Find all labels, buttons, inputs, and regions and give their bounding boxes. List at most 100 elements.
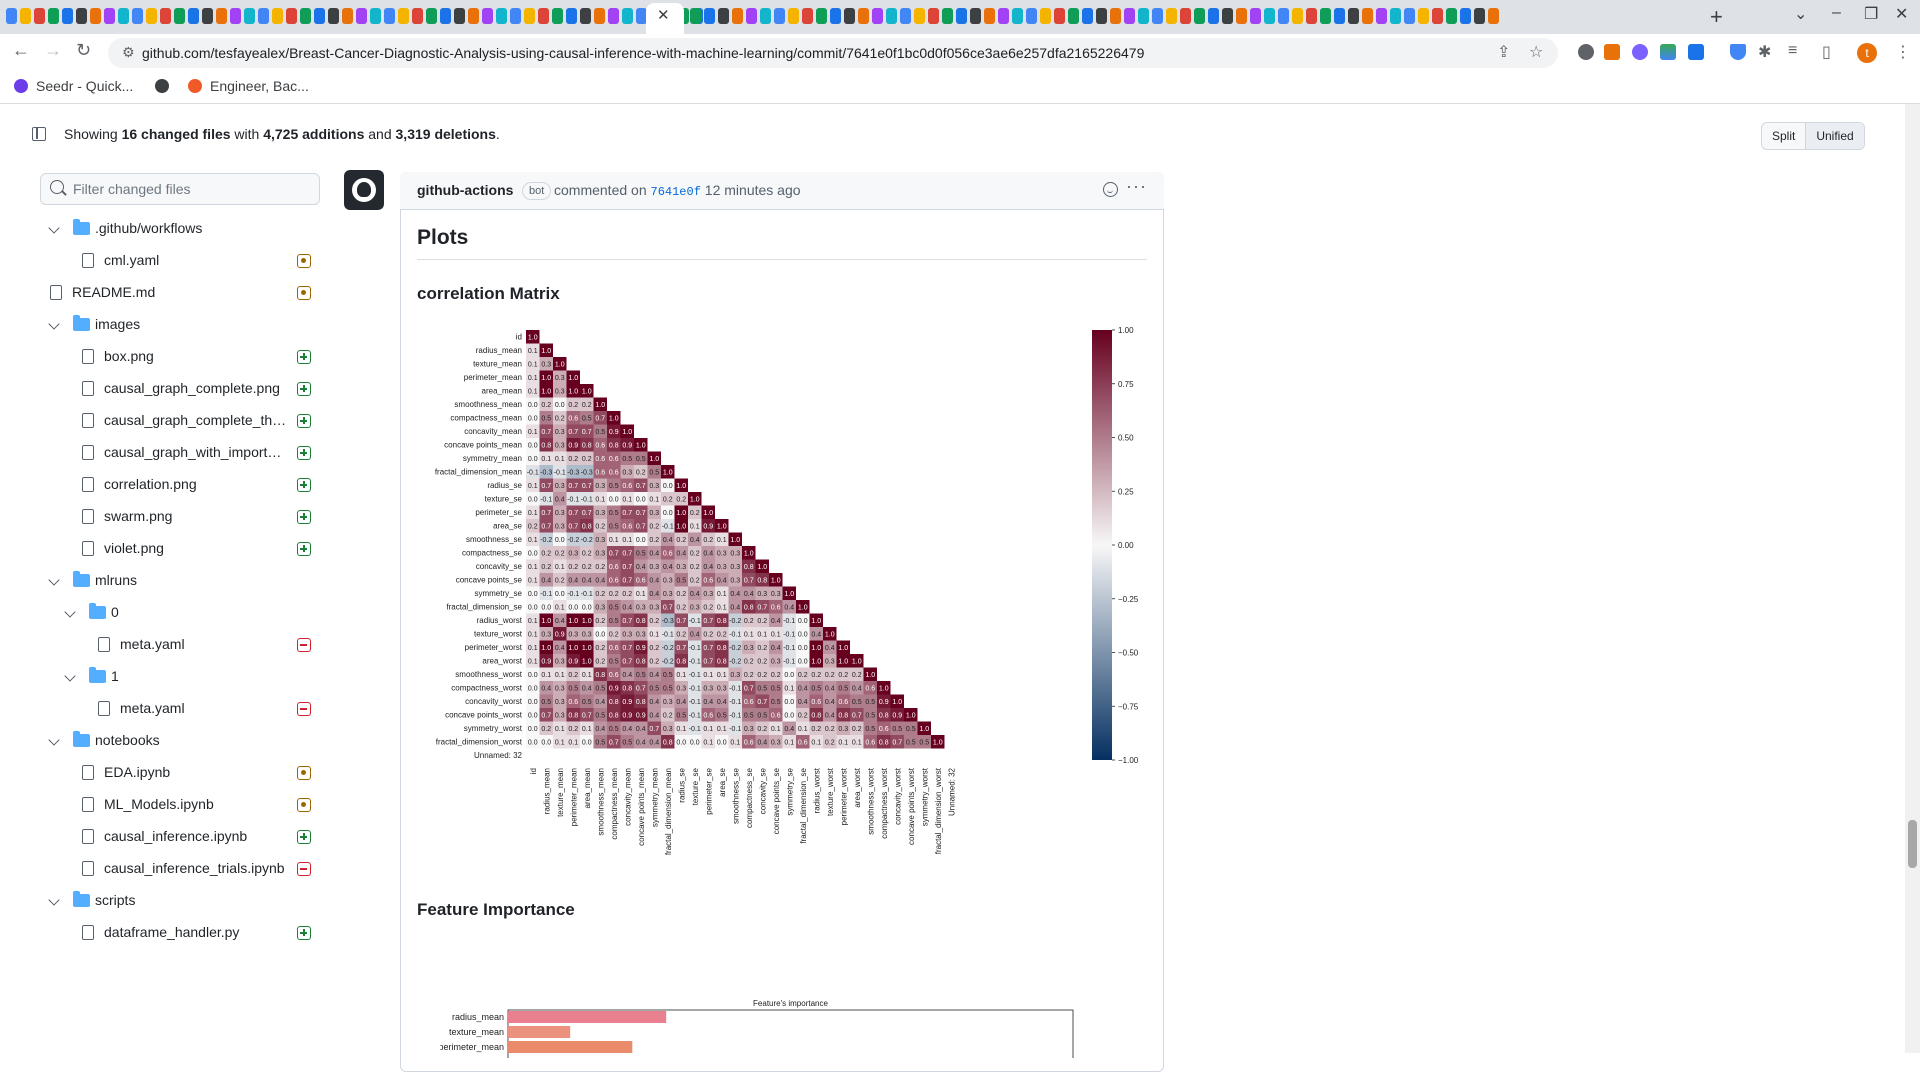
extension-icon[interactable] <box>1730 44 1746 60</box>
tab-favicon-icon[interactable] <box>704 8 715 24</box>
chevron-down-icon[interactable] <box>48 574 60 586</box>
tab-favicon-icon[interactable] <box>566 8 577 24</box>
tab-favicon-icon[interactable] <box>802 8 813 24</box>
tree-folder-row[interactable]: mlruns <box>40 571 320 594</box>
tree-file-row[interactable]: causal_graph_complete.png <box>40 380 320 402</box>
tree-file-row[interactable]: violet.png <box>40 540 320 562</box>
bookmark-item[interactable] <box>155 78 177 94</box>
tree-file-row[interactable]: causal_graph_with_import… <box>40 444 320 466</box>
tab-favicon-icon[interactable] <box>1124 8 1135 24</box>
tab-favicon-icon[interactable] <box>188 8 199 24</box>
tab-favicon-icon[interactable] <box>202 8 213 24</box>
tab-favicon-icon[interactable] <box>914 8 925 24</box>
tab-favicon-icon[interactable] <box>174 8 185 24</box>
tab-favicon-icon[interactable] <box>146 8 157 24</box>
tab-favicon-icon[interactable] <box>1054 8 1065 24</box>
tab-favicon-icon[interactable] <box>1334 8 1345 24</box>
commit-sha-link[interactable]: 7641e0f <box>650 185 701 199</box>
tab-favicon-icon[interactable] <box>1236 8 1247 24</box>
chevron-down-icon[interactable] <box>48 894 60 906</box>
tab-favicon-icon[interactable] <box>1096 8 1107 24</box>
tree-file-row[interactable]: correlation.png <box>40 476 320 498</box>
tab-favicon-icon[interactable] <box>760 8 771 24</box>
tab-favicon-icon[interactable] <box>426 8 437 24</box>
tab-favicon-icon[interactable] <box>258 8 269 24</box>
tree-file-row[interactable]: causal_inference.ipynb <box>40 828 320 850</box>
tab-favicon-icon[interactable] <box>1432 8 1443 24</box>
tab-favicon-icon[interactable] <box>1068 8 1079 24</box>
tab-favicon-icon[interactable] <box>636 8 647 24</box>
tab-favicon-icon[interactable] <box>300 8 311 24</box>
tab-favicon-icon[interactable] <box>970 8 981 24</box>
tab-favicon-icon[interactable] <box>718 8 729 24</box>
tab-favicon-icon[interactable] <box>1040 8 1051 24</box>
tab-favicon-icon[interactable] <box>1348 8 1359 24</box>
tab-favicon-icon[interactable] <box>398 8 409 24</box>
tab-favicon-icon[interactable] <box>272 8 283 24</box>
tab-favicon-icon[interactable] <box>816 8 827 24</box>
tab-favicon-icon[interactable] <box>90 8 101 24</box>
extension-icon[interactable] <box>1688 44 1704 60</box>
tab-search-icon[interactable]: ⌄ <box>1794 6 1808 23</box>
tab-favicon-icon[interactable] <box>482 8 493 24</box>
tab-favicon-icon[interactable] <box>48 8 59 24</box>
chevron-down-icon[interactable] <box>64 670 76 682</box>
tab-favicon-icon[interactable] <box>928 8 939 24</box>
chevron-down-icon[interactable] <box>64 606 76 618</box>
tab-favicon-icon[interactable] <box>1390 8 1401 24</box>
bookmark-star-icon[interactable]: ☆ <box>1529 44 1544 61</box>
extension-icon[interactable] <box>1632 44 1648 60</box>
add-reaction-icon[interactable] <box>1103 182 1118 197</box>
tab-favicon-icon[interactable] <box>886 8 897 24</box>
tab-favicon-icon[interactable] <box>1460 8 1471 24</box>
tab-favicon-icon[interactable] <box>118 8 129 24</box>
tab-favicon-icon[interactable] <box>1082 8 1093 24</box>
tab-favicons-right[interactable] <box>690 8 1499 24</box>
tab-favicon-icon[interactable] <box>788 8 799 24</box>
tab-favicon-icon[interactable] <box>622 8 633 24</box>
tab-favicon-icon[interactable] <box>746 8 757 24</box>
tree-folder-row[interactable]: .github/workflows <box>40 219 320 242</box>
url-text[interactable]: github.com/tesfayealex/Breast-Cancer-Dia… <box>142 45 1145 61</box>
tab-favicon-icon[interactable] <box>1152 8 1163 24</box>
chevron-down-icon[interactable] <box>48 734 60 746</box>
tab-favicon-icon[interactable] <box>1250 8 1261 24</box>
close-tab-icon[interactable]: ✕ <box>657 7 670 24</box>
tab-favicon-icon[interactable] <box>454 8 465 24</box>
extension-icon[interactable] <box>1660 44 1676 60</box>
tab-favicon-icon[interactable] <box>1292 8 1303 24</box>
tab-favicon-icon[interactable] <box>1446 8 1457 24</box>
tab-favicon-icon[interactable] <box>858 8 869 24</box>
page-scrollbar[interactable] <box>1905 104 1920 1053</box>
extension-icon[interactable] <box>1604 44 1620 60</box>
new-tab-button[interactable]: + <box>1710 4 1723 29</box>
reading-list-icon[interactable]: ≡ <box>1788 42 1798 59</box>
chevron-down-icon[interactable] <box>48 318 60 330</box>
tab-favicon-icon[interactable] <box>984 8 995 24</box>
unified-view-button[interactable]: Unified <box>1805 123 1864 149</box>
tab-favicon-icon[interactable] <box>286 8 297 24</box>
tree-folder-row[interactable]: 0 <box>40 603 320 626</box>
tab-favicon-icon[interactable] <box>690 8 701 24</box>
site-info-icon[interactable]: ⚙ <box>122 44 135 60</box>
scrollbar-thumb[interactable] <box>1908 820 1917 868</box>
bookmark-item[interactable]: Engineer, Bac... <box>188 78 309 94</box>
tab-favicon-icon[interactable] <box>328 8 339 24</box>
tab-favicon-icon[interactable] <box>132 8 143 24</box>
side-panel-icon[interactable]: ▯ <box>1822 44 1831 61</box>
browser-menu-icon[interactable]: ⋮ <box>1895 44 1911 61</box>
tab-favicon-icon[interactable] <box>774 8 785 24</box>
tab-favicon-icon[interactable] <box>1110 8 1121 24</box>
tab-favicon-icon[interactable] <box>942 8 953 24</box>
tree-file-row[interactable]: box.png <box>40 348 320 370</box>
tab-favicon-icon[interactable] <box>160 8 171 24</box>
tab-favicon-icon[interactable] <box>1404 8 1415 24</box>
tab-favicon-icon[interactable] <box>1362 8 1373 24</box>
tab-favicon-icon[interactable] <box>440 8 451 24</box>
back-icon[interactable]: ← <box>12 40 30 60</box>
tab-favicon-icon[interactable] <box>510 8 521 24</box>
tree-folder-row[interactable]: images <box>40 315 320 338</box>
tree-file-row[interactable]: ML_Models.ipynb <box>40 796 320 818</box>
tab-favicon-icon[interactable] <box>844 8 855 24</box>
tab-favicon-icon[interactable] <box>496 8 507 24</box>
